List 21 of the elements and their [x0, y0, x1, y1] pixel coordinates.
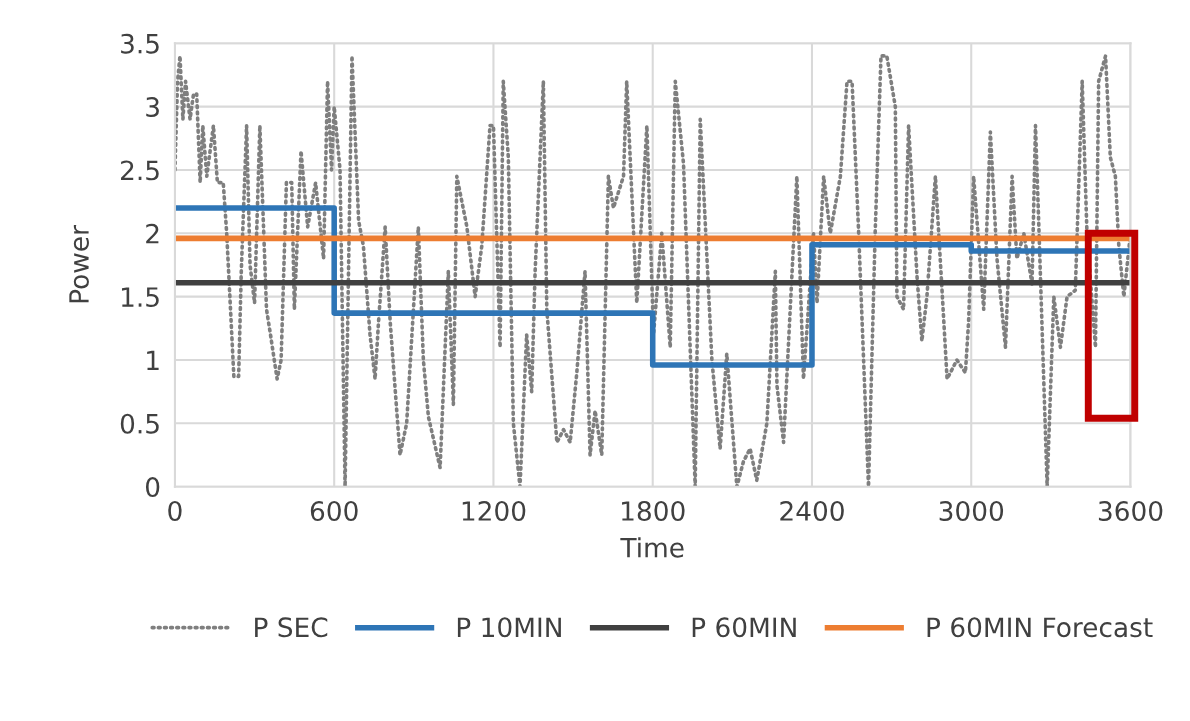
- y-tick-label: 0.5: [120, 413, 159, 434]
- legend-label: P 60MIN: [692, 617, 796, 638]
- y-tick-label: 0: [145, 477, 160, 498]
- x-tick-label: 600: [310, 501, 358, 521]
- y-tick-label: 3.5: [121, 33, 159, 54]
- y-tick-label: 3: [146, 97, 159, 118]
- x-tick-label: 2400: [780, 501, 844, 521]
- legend-label: P 60MIN Forecast: [927, 617, 1153, 638]
- x-tick-label: 3000: [939, 501, 1004, 521]
- x-axis-title: Time: [620, 537, 684, 558]
- y-tick-label: 1: [147, 350, 159, 371]
- y-tick-label: 2: [146, 223, 159, 244]
- y-axis-title: Power: [69, 225, 89, 303]
- x-tick-label: 1200: [462, 501, 526, 521]
- x-tick-label: 1800: [622, 501, 685, 521]
- y-tick-label: 2.5: [121, 160, 159, 181]
- y-tick-label: 1.5: [121, 287, 159, 308]
- legend-label: P SEC: [255, 617, 328, 638]
- legend-label: P 10MIN: [457, 617, 561, 638]
- x-tick-label: 0: [168, 501, 182, 521]
- x-tick-label: 3600: [1098, 501, 1163, 521]
